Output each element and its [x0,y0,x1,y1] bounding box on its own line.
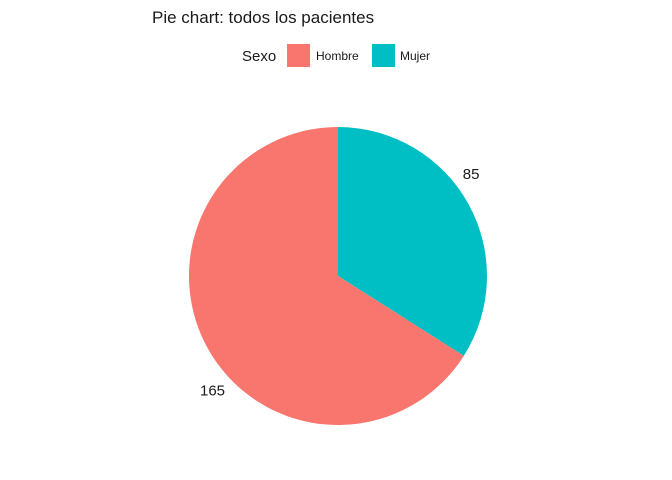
pie-slices [189,127,487,425]
data-label-hombre: 165 [200,383,225,400]
legend: Sexo Hombre Mujer [242,44,430,67]
chart-title: Pie chart: todos los pacientes [152,8,374,27]
data-label-mujer: 85 [463,166,480,183]
legend-label-hombre: Hombre [316,49,359,63]
legend-label-mujer: Mujer [400,49,430,63]
legend-key-mujer [372,44,395,67]
legend-key-hombre [287,44,310,67]
legend-title: Sexo [242,48,276,65]
